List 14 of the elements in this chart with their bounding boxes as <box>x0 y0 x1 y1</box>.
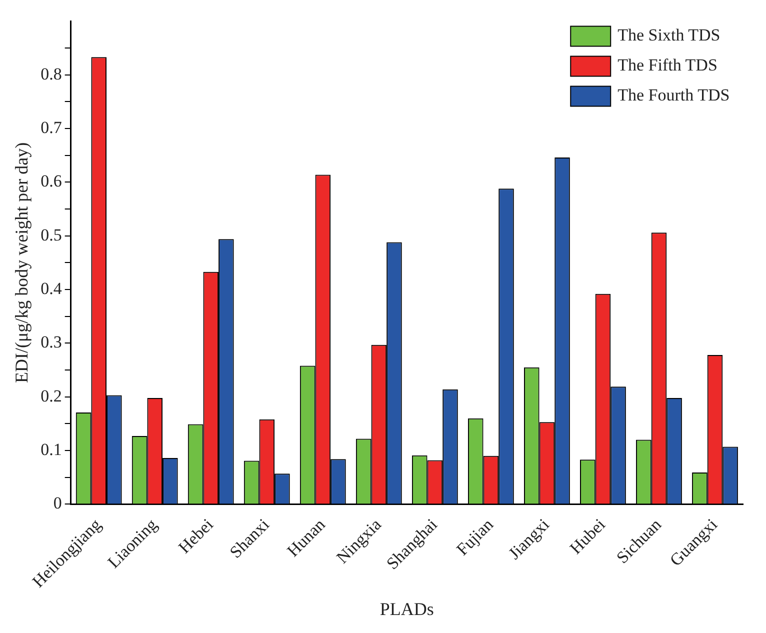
legend-label: The Sixth TDS <box>618 26 720 45</box>
y-tick-label: 0 <box>53 494 62 513</box>
y-tick-label: 0.5 <box>40 225 62 244</box>
legend-label: The Fifth TDS <box>618 56 718 75</box>
y-axis-title: EDI/(μg/kg body weight per day) <box>12 142 32 384</box>
y-tick-label: 0.3 <box>40 332 62 352</box>
y-tick-label: 0.7 <box>40 118 62 138</box>
y-tick-label: 0.6 <box>40 172 62 191</box>
y-tick-label: 0.1 <box>40 440 62 460</box>
x-axis-title: PLADs <box>380 598 434 619</box>
legend-label: The Fourth TDS <box>618 86 730 105</box>
y-tick-label: 0.8 <box>40 64 62 84</box>
y-tick-label: 0.2 <box>40 386 62 406</box>
y-tick-label: 0.4 <box>40 279 62 298</box>
